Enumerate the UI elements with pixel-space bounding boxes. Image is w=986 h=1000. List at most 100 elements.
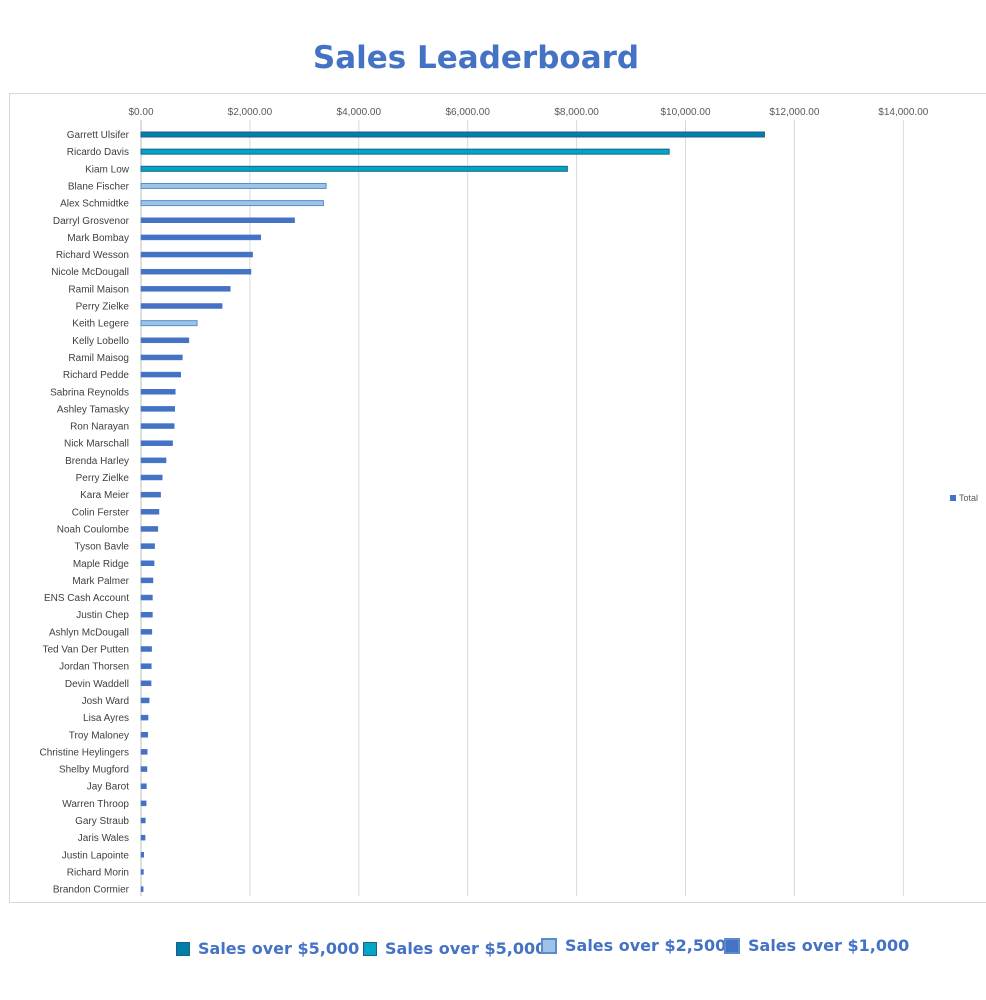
bar	[140, 800, 147, 807]
bar	[140, 234, 262, 241]
bar	[140, 714, 149, 721]
category-label: Devin Waddell	[65, 679, 129, 690]
category-label: Perry Zielke	[76, 473, 130, 484]
category-label: Brenda Harley	[65, 456, 129, 467]
x-tick-label: $10,000.00	[660, 107, 710, 118]
tier-legend: Sales over $5,000 Sales over $5,000 Sale…	[0, 930, 986, 970]
category-label: Richard Morin	[67, 867, 129, 878]
bar	[140, 440, 173, 446]
category-label: Ramil Maisog	[68, 353, 129, 364]
legend-swatch	[724, 937, 740, 954]
bar	[140, 834, 146, 841]
category-label: Josh Ward	[82, 696, 129, 707]
bar	[140, 457, 167, 464]
category-label: Justin Chep	[76, 610, 129, 621]
bar	[140, 852, 144, 858]
category-label: Warren Throop	[62, 799, 129, 810]
legend-swatch	[363, 941, 377, 956]
category-label: Colin Ferster	[72, 507, 130, 518]
category-label: Ted Van Der Putten	[42, 645, 129, 656]
category-label: Garrett Ulsifer	[67, 130, 130, 141]
bar	[140, 491, 161, 498]
category-label: Gary Straub	[75, 816, 129, 827]
category-label: Alex Schmidtke	[60, 199, 129, 210]
bar	[140, 697, 150, 704]
category-label: Lisa Ayres	[83, 713, 129, 724]
bar	[140, 268, 252, 275]
bar	[140, 320, 198, 327]
category-label: Kara Meier	[80, 490, 130, 501]
bar	[140, 131, 765, 138]
category-label: Richard Pedde	[63, 370, 130, 381]
bar	[140, 886, 144, 892]
tier-legend-item: Sales over $5,000	[363, 939, 546, 958]
bar	[140, 406, 176, 412]
category-label: Ashley Tamasky	[57, 404, 129, 415]
category-label: Kelly Lobello	[72, 336, 129, 347]
bar	[140, 182, 327, 189]
category-label: Noah Coulombe	[57, 524, 130, 535]
category-label: Perry Zielke	[76, 302, 130, 313]
category-label: Nick Marschall	[64, 439, 129, 450]
category-label: Ramil Maison	[68, 284, 129, 295]
bar	[140, 526, 159, 532]
bar	[140, 148, 670, 155]
category-label: Jordan Thorsen	[59, 662, 129, 673]
category-label: Maple Ridge	[73, 559, 130, 570]
category-label: Shelby Mugford	[59, 765, 129, 776]
plot-area	[9, 93, 986, 903]
bar	[140, 337, 190, 344]
tier-legend-item: Sales over $5,000	[176, 939, 359, 958]
category-label: Mark Palmer	[72, 576, 129, 587]
tier-legend-item: Sales over $2,500	[541, 936, 726, 955]
x-tick-label: $4,000.00	[337, 107, 382, 118]
x-tick-label: $12,000.00	[769, 107, 819, 118]
bar	[140, 560, 155, 566]
x-tick-label: $0.00	[128, 107, 153, 118]
bar	[140, 354, 183, 361]
legend-swatch	[541, 937, 557, 954]
legend-label: Sales over $2,500	[565, 936, 727, 955]
category-label: Brandon Cormier	[53, 885, 130, 896]
series-legend-label: Total	[959, 493, 978, 503]
category-label: Mark Bombay	[67, 233, 129, 244]
bar	[140, 594, 153, 601]
category-label: Richard Wesson	[56, 250, 129, 261]
bar	[140, 165, 568, 172]
category-label: Jay Barot	[87, 782, 129, 793]
bar	[140, 286, 231, 292]
bar	[140, 577, 154, 584]
legend-label: Sales over $5,000	[385, 939, 547, 958]
bar	[140, 680, 152, 687]
bar	[140, 303, 223, 309]
category-label: Sabrina Reynolds	[50, 387, 129, 398]
category-label: Jaris Wales	[78, 833, 129, 844]
x-tick-label: $2,000.00	[228, 107, 273, 118]
category-label: Blane Fischer	[68, 181, 130, 192]
legend-swatch	[176, 941, 190, 956]
category-label: Darryl Grosvenor	[53, 216, 130, 227]
category-label: Christine Heylingers	[40, 747, 129, 758]
x-tick-label: $6,000.00	[445, 107, 490, 118]
category-label: Justin Lapointe	[62, 850, 130, 861]
category-label: Ron Narayan	[70, 422, 129, 433]
bar	[140, 200, 324, 207]
bar	[140, 217, 295, 223]
bar	[140, 371, 181, 378]
bar	[140, 611, 153, 618]
bar	[140, 732, 149, 738]
bar	[140, 646, 152, 652]
legend-label: Sales over $1,000	[748, 936, 910, 955]
category-label: Tyson Bavle	[75, 542, 130, 553]
bar	[140, 423, 175, 429]
tier-legend-item: Sales over $1,000	[724, 936, 909, 955]
bar	[140, 509, 160, 515]
bar	[140, 629, 153, 635]
category-label: Ashlyn McDougall	[49, 627, 129, 638]
x-tick-label: $8,000.00	[554, 107, 599, 118]
chart-title: Sales Leaderboard	[312, 40, 640, 76]
bar	[140, 817, 146, 824]
legend-label: Sales over $5,000	[198, 939, 360, 958]
bar	[140, 869, 144, 875]
